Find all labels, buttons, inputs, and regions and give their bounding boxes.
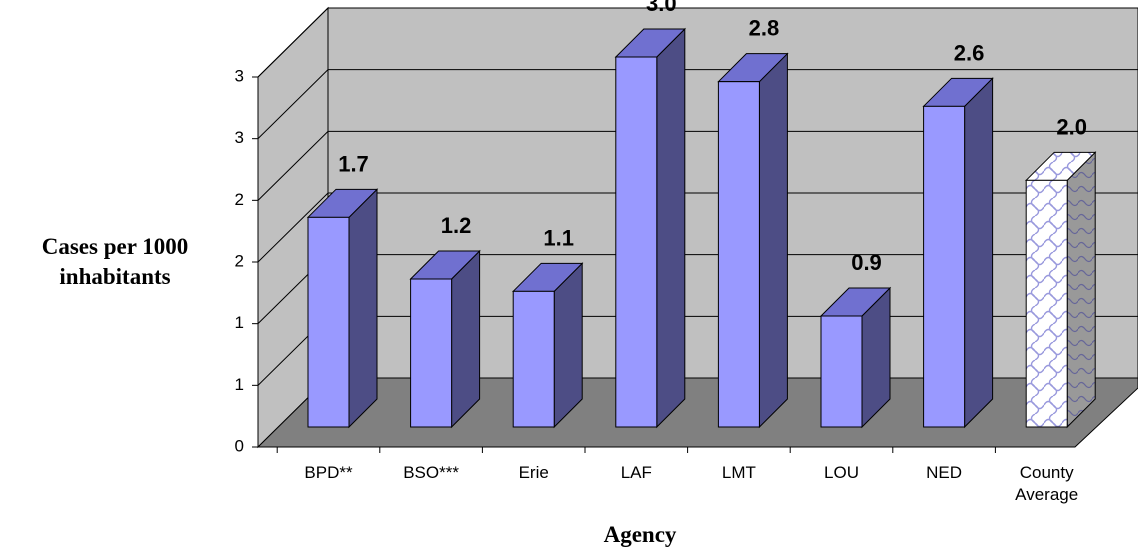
grid-line xyxy=(257,7,1138,78)
bar-group xyxy=(922,77,994,429)
x-tick-label: BSO*** xyxy=(403,463,459,482)
bar-side xyxy=(1066,151,1096,429)
y-axis-title: Cases per 1000 inhabitants xyxy=(41,234,189,289)
bar-group xyxy=(819,286,892,429)
x-axis-title: Agency xyxy=(603,522,677,547)
value-label: 1.1 xyxy=(543,225,574,250)
value-label: 2.0 xyxy=(1056,114,1087,139)
bar xyxy=(307,216,350,428)
bar xyxy=(923,105,966,428)
x-tick-label: LAF xyxy=(620,463,652,482)
grid-line xyxy=(257,69,1138,140)
y-tick-label: 1 xyxy=(235,375,244,394)
y-tick-label: 2 xyxy=(235,190,244,209)
bar-side xyxy=(656,27,686,429)
x-tick-label: NED xyxy=(926,463,963,482)
y-tick-label: 1 xyxy=(235,313,244,332)
bar-side xyxy=(964,77,994,429)
bar-side xyxy=(758,52,788,429)
bar-side xyxy=(553,262,583,429)
y-tick-label: 2 xyxy=(235,251,244,270)
bar-group xyxy=(511,262,584,429)
bar-side xyxy=(451,249,481,429)
value-label: 0.9 xyxy=(851,250,882,275)
grid-line xyxy=(257,192,1138,263)
y-tick-label: 3 xyxy=(235,66,244,85)
floor xyxy=(256,377,1138,448)
bar-group xyxy=(614,27,687,429)
bar xyxy=(717,81,760,428)
bar xyxy=(512,290,555,428)
x-tick-label: LMT xyxy=(721,463,756,482)
bar xyxy=(1025,179,1068,428)
bar xyxy=(410,278,453,428)
x-tick-label: BPD** xyxy=(304,463,353,482)
bar-group xyxy=(717,52,789,429)
bar-group xyxy=(409,249,481,429)
bar-group xyxy=(306,188,379,429)
y-tick-label: 0 xyxy=(235,436,244,455)
grid-line xyxy=(257,130,1138,201)
bar xyxy=(615,56,658,428)
value-label: 1.2 xyxy=(441,213,472,238)
bar-group xyxy=(1024,151,1097,429)
value-label: 3.0 xyxy=(646,0,677,16)
value-label: 2.6 xyxy=(954,40,985,65)
bar-side xyxy=(348,188,378,429)
y-tick-label: 3 xyxy=(235,128,244,147)
x-tick-label: LOU xyxy=(824,463,859,482)
value-label: 1.7 xyxy=(338,151,369,176)
x-tick-label: Erie xyxy=(518,463,549,482)
x-tick-label: County Average xyxy=(1015,463,1079,504)
bar xyxy=(820,315,863,428)
value-label: 2.8 xyxy=(749,16,780,41)
